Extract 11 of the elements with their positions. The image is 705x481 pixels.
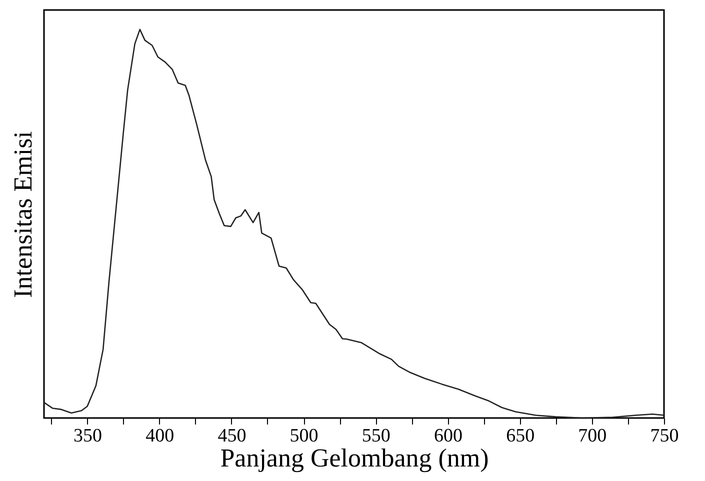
x-tick-label: 600: [434, 426, 462, 446]
x-tick-label: 400: [146, 426, 174, 446]
x-axis-title: Panjang Gelombang (nm): [220, 444, 489, 472]
x-tick-label: 500: [290, 426, 318, 446]
x-tick-label: 350: [74, 426, 102, 446]
x-tick-label: 550: [362, 426, 390, 446]
x-tick-label: 700: [578, 426, 607, 446]
x-tick-label: 650: [506, 426, 535, 446]
y-axis-title: Intensitas Emisi: [8, 131, 38, 298]
x-tick-label: 750: [650, 426, 679, 446]
x-tick-label: 450: [218, 426, 246, 446]
